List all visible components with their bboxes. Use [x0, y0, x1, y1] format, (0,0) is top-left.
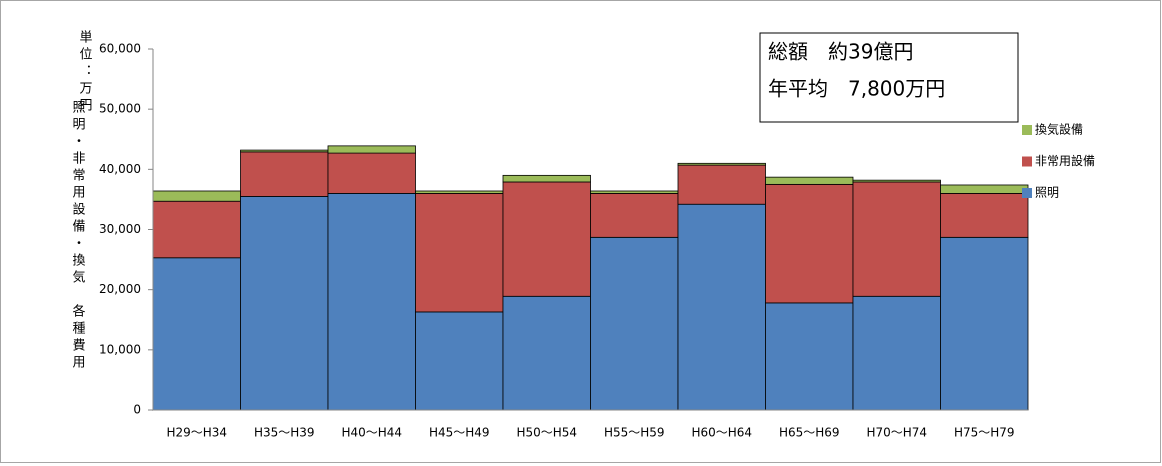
x-tick-label: H35〜H39 [254, 426, 315, 440]
bar-segment [765, 302, 854, 411]
bar-segment [152, 257, 241, 411]
y-tick-label: 40,000 [99, 162, 141, 176]
bar-segment [240, 149, 329, 153]
x-tick-label: H75〜H79 [954, 426, 1015, 440]
bar-segment [765, 183, 854, 304]
bar-segment [852, 181, 941, 297]
y-tick-label: 10,000 [99, 342, 141, 356]
y-axis-label: 照明・非常用設備・換気 各種費用 [70, 100, 86, 372]
bar-segment [590, 192, 679, 238]
legend-swatch [1022, 188, 1032, 198]
legend-label: 非常用設備 [1035, 153, 1095, 168]
bar-segment [852, 295, 941, 411]
bar-segment [415, 190, 504, 194]
annotation: 総額 約39億円 [768, 40, 913, 64]
bar-segment [502, 174, 591, 183]
bar-segment [415, 311, 504, 411]
x-tick-label: H40〜H44 [341, 426, 402, 440]
bar-segment [327, 192, 416, 411]
bar-segment [590, 190, 679, 194]
bar-segment [765, 176, 854, 185]
bar-segment [415, 192, 504, 313]
bar-segment [677, 162, 766, 166]
x-tick-label: H29〜H34 [166, 426, 227, 440]
bar-segment [677, 164, 766, 205]
x-tick-label: H65〜H69 [779, 426, 840, 440]
x-tick-label: H70〜H74 [866, 426, 927, 440]
legend-swatch [1022, 156, 1032, 167]
legend-label: 換気設備 [1035, 122, 1083, 137]
x-tick-label: H45〜H49 [429, 426, 490, 440]
bar-segment [327, 152, 416, 194]
bar-segment [502, 295, 591, 411]
bar-segment [152, 190, 241, 202]
bar-segment [590, 236, 679, 411]
x-tick-label: H55〜H59 [604, 426, 665, 440]
bar-segment [240, 196, 329, 411]
bar-segment [502, 181, 591, 297]
annotation-box [759, 32, 1019, 123]
unit-label: 単位：万円 [77, 29, 93, 115]
bar-segment [940, 236, 1029, 411]
y-tick-label: 50,000 [99, 102, 141, 116]
y-tick-label: 20,000 [99, 282, 141, 296]
bar-segment [327, 145, 416, 154]
x-tick-label: H60〜H64 [691, 426, 752, 440]
bar-segment [677, 203, 766, 411]
bar-segment [240, 151, 329, 197]
bar-segment [940, 192, 1029, 238]
bar-segment [940, 184, 1029, 194]
bar-segment [152, 200, 241, 259]
x-tick-label: H50〜H54 [516, 426, 577, 440]
annotation: 年平均 7,800万円 [768, 77, 945, 101]
legend-swatch [1022, 125, 1032, 135]
y-tick-label: 30,000 [99, 222, 141, 236]
bar-segment [852, 179, 941, 183]
y-tick-label: 0 [133, 403, 141, 417]
legend-label: 照明 [1035, 186, 1059, 200]
y-tick-label: 60,000 [99, 42, 141, 56]
